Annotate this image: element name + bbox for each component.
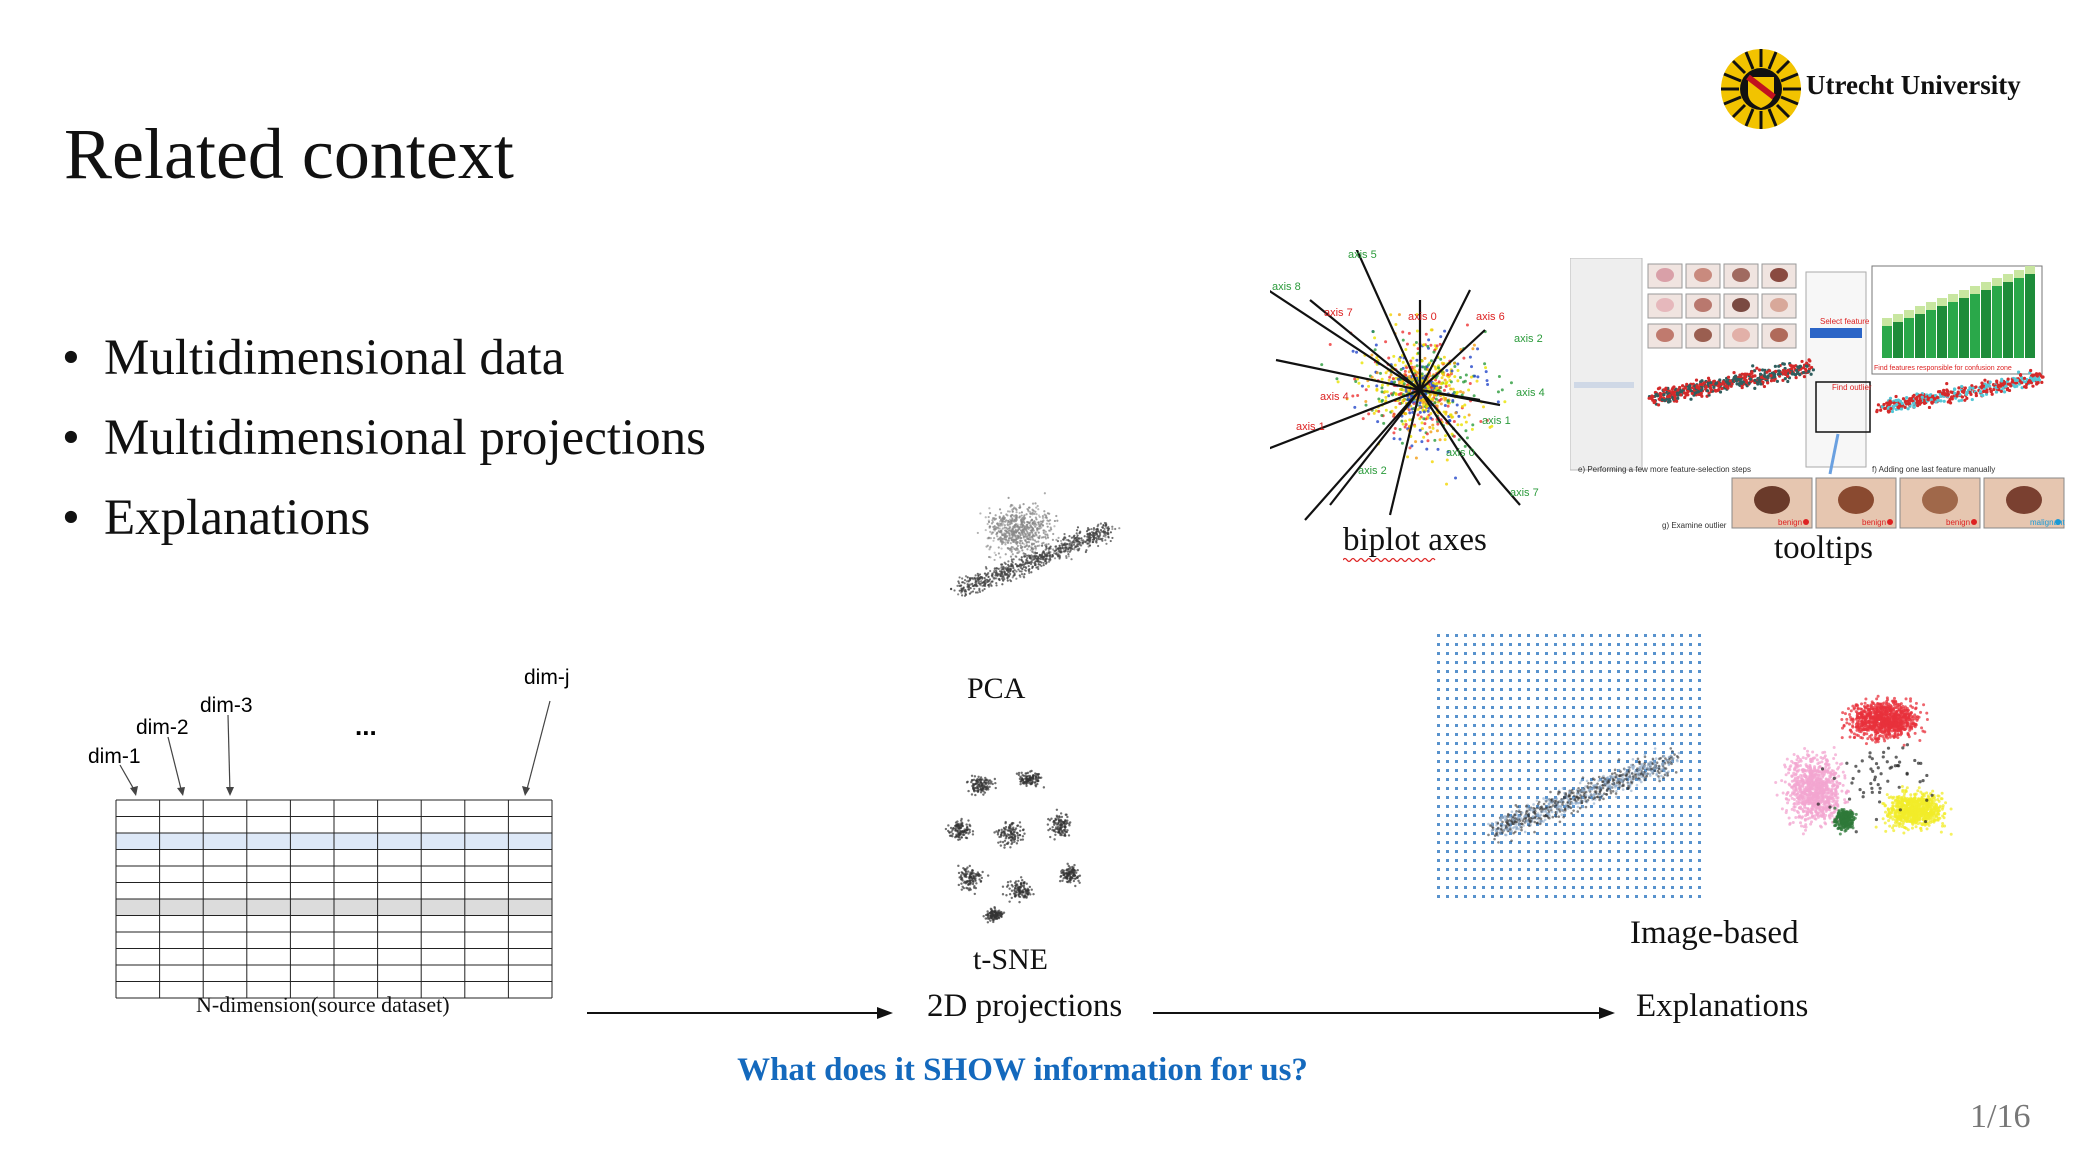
flow-arrows — [587, 1007, 1615, 1019]
biplot-axis-label: axis 8 — [1272, 281, 1301, 293]
explanations-caption: Explanations — [1636, 988, 1809, 1024]
tsne-scatter-plot — [944, 769, 1082, 924]
bullet-item: • Explanations — [62, 490, 371, 546]
university-seal-icon — [1721, 49, 1801, 129]
tooltips-figure: Select feature Find features responsible… — [1570, 258, 2065, 530]
brand-name: Utrecht University — [1806, 70, 2021, 100]
biplot-axis-label: axis 5 — [1348, 250, 1377, 261]
bullet-text: Multidimensional data — [104, 330, 565, 386]
pca-scatter-plot — [949, 492, 1121, 597]
slide-title: Related context — [64, 114, 514, 194]
bullet-item: • Multidimensional data — [62, 330, 565, 386]
biplot-axis-label: axis 2 — [1514, 333, 1543, 345]
tooltips-caption: tooltips — [1774, 530, 1874, 566]
tsne-label: t-SNE — [973, 943, 1048, 976]
spellcheck-underline — [1343, 557, 1436, 563]
dim-j-label: dim-j — [524, 666, 570, 689]
bullet-text: Explanations — [104, 490, 371, 546]
find-outlier-label: Find outlier — [1832, 383, 1872, 392]
biplot-axis-label: axis 7 — [1324, 307, 1353, 319]
panel-f-caption: f) Adding one last feature manually — [1872, 465, 1995, 474]
source-dataset-caption: N-dimension(source dataset) — [196, 992, 450, 1017]
pca-label: PCA — [967, 672, 1026, 705]
colored-clusters-figure — [1774, 694, 1953, 836]
dim-1-label: dim-1 — [88, 745, 141, 768]
image-based-grid-figure — [1437, 634, 1701, 898]
biplot-axis-label: axis 1 — [1482, 415, 1511, 427]
panel-e-caption: e) Performing a few more feature-selecti… — [1578, 465, 1751, 474]
biplot-axis-label: axis 4 — [1516, 387, 1545, 399]
biplot-axis-label: axis 7 — [1510, 487, 1539, 499]
lesion-label: benign — [1946, 518, 1970, 527]
arrow-head-icon — [877, 1007, 893, 1019]
biplot-caption: biplot axes — [1343, 522, 1487, 558]
biplot-axis-label: axis 4 — [1320, 391, 1349, 403]
dim-2-label: dim-2 — [136, 716, 189, 739]
bullet-item: • Multidimensional projections — [62, 410, 707, 466]
dim-3-label: dim-3 — [200, 694, 253, 717]
projections-caption: 2D projections — [927, 988, 1123, 1024]
biplot-axes-figure: axis 5 axis 8 axis 7 axis 0 axis 6 axis 2 axis… — [1270, 250, 1545, 521]
lesion-label: benign — [1778, 518, 1802, 527]
page-number: 1/16 — [1970, 1098, 2031, 1135]
data-table-grid — [115, 799, 553, 999]
image-based-caption: Image-based — [1630, 915, 1799, 951]
confusion-label: Find features responsible for confusion … — [1874, 365, 2012, 372]
biplot-axis-label: axis 6 — [1476, 311, 1505, 323]
question-text: What does it SHOW information for us? — [737, 1052, 1308, 1088]
dim-ellipsis: ... — [355, 711, 377, 741]
biplot-axis-label: axis 2 — [1358, 465, 1387, 477]
source-dataset-table: dim-1 dim-2 dim-3 ... dim-j — [88, 666, 570, 999]
arrow-head-icon — [1599, 1007, 1615, 1019]
biplot-axis-label: axis 0 — [1446, 447, 1475, 459]
bullet-text: Multidimensional projections — [104, 410, 707, 466]
panel-g-caption: g) Examine outlier — [1662, 521, 1727, 530]
biplot-axis-label: axis 1 — [1296, 421, 1325, 433]
lesion-label: malignant — [2030, 518, 2065, 527]
lesion-label: benign — [1862, 518, 1886, 527]
biplot-axis-label: axis 0 — [1408, 311, 1437, 323]
bullet-list: • Multidimensional data • Multidimensional… — [62, 318, 706, 558]
select-feature-label: Select feature — [1820, 317, 1870, 326]
